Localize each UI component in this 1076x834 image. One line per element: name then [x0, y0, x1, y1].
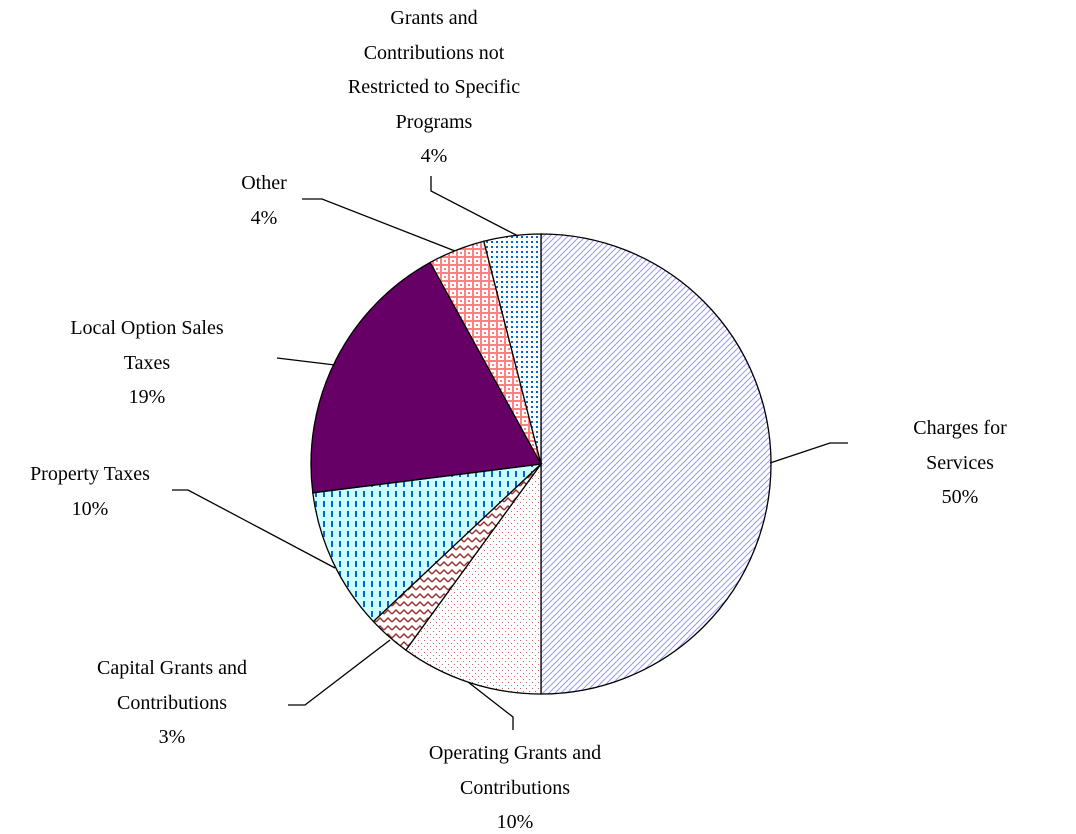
value-label: 50%	[941, 486, 979, 508]
value-label: 3%	[158, 726, 186, 748]
category-label: Capital Grants and Contributions	[97, 657, 247, 714]
slice-label: Operating Grants and Contributions 10%	[429, 736, 601, 834]
category-label: Local Option Sales Taxes	[70, 317, 224, 374]
leader-line	[467, 681, 514, 730]
leader-line	[288, 639, 391, 706]
leader-line	[302, 198, 456, 252]
value-label: 10%	[71, 497, 109, 520]
pie-slice	[540, 233, 772, 695]
leader-line	[276, 357, 336, 366]
slice-label: Property Taxes 10%	[30, 457, 150, 526]
value-label: 10%	[496, 811, 534, 833]
pie-slice	[310, 261, 543, 494]
slice-label: Local Option Sales Taxes 19%	[70, 311, 223, 415]
leader-line	[430, 176, 519, 237]
pie-slice	[483, 233, 542, 465]
value-label: 4%	[420, 145, 448, 167]
value-label: 4%	[250, 206, 278, 229]
slice-label: Grants and Contributions not Restricted …	[348, 1, 520, 174]
slice-label: Capital Grants and Contributions 3%	[97, 651, 247, 755]
value-label: 19%	[128, 386, 166, 408]
leader-line	[769, 442, 848, 464]
slice-label: Other 4%	[241, 166, 287, 235]
category-label: Charges for Services	[913, 417, 1007, 474]
category-label: Other	[241, 172, 287, 194]
leader-line	[172, 489, 336, 569]
category-label: Property Taxes	[30, 463, 150, 485]
category-label: Operating Grants and Contributions	[428, 742, 602, 799]
slice-label: Charges for Services 50%	[902, 411, 1018, 515]
pie-slice	[312, 463, 543, 623]
category-label: Grants and Contributions not Restricted …	[347, 7, 521, 133]
